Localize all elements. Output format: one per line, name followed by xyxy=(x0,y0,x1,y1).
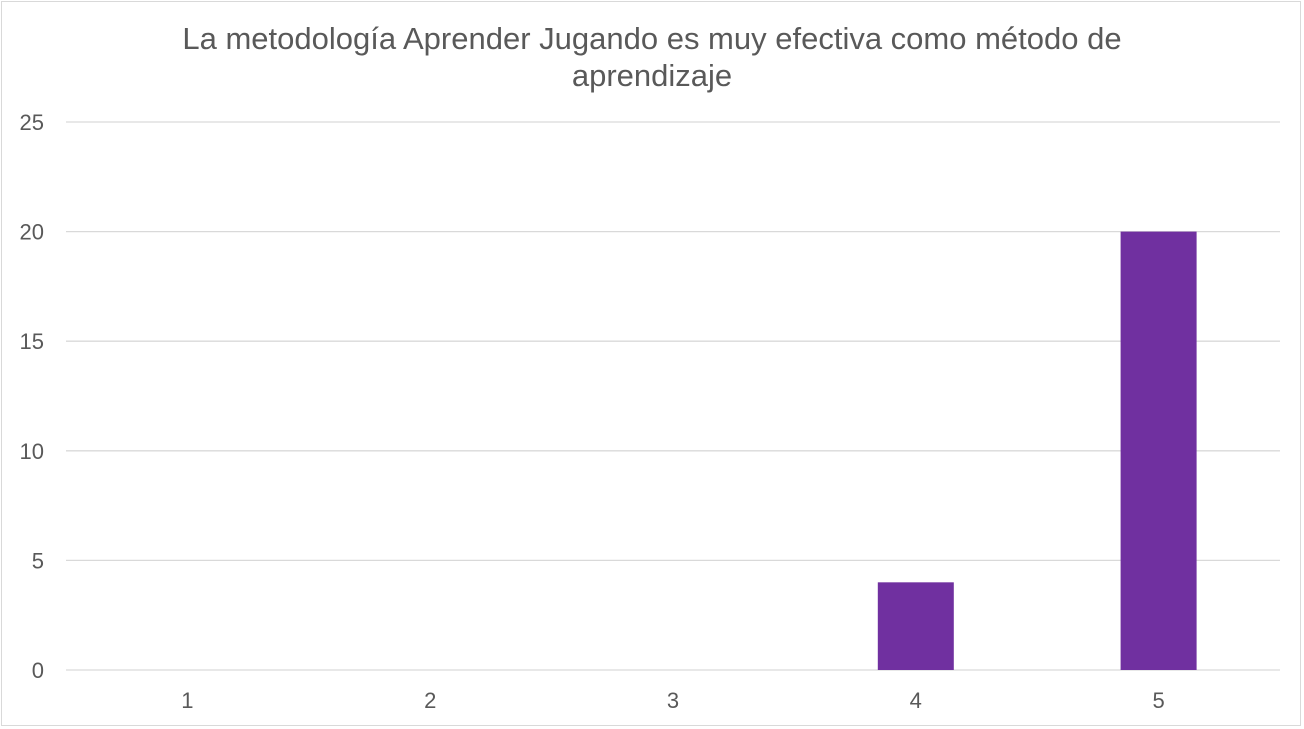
x-tick-label: 2 xyxy=(424,688,436,713)
y-tick-label: 10 xyxy=(20,439,44,464)
bar-4 xyxy=(877,582,954,670)
chart-title-line-2: aprendizaje xyxy=(571,58,733,93)
y-tick-label: 0 xyxy=(32,658,44,683)
y-tick-label: 15 xyxy=(20,329,44,354)
bar-5 xyxy=(1120,231,1197,670)
x-tick-label: 1 xyxy=(181,688,193,713)
y-tick-label: 5 xyxy=(32,548,44,573)
chart-title-line-1: La metodología Aprender Jugando es muy e… xyxy=(182,21,1122,56)
y-tick-label: 20 xyxy=(20,220,44,245)
y-tick-label: 25 xyxy=(20,110,44,135)
x-tick-label: 5 xyxy=(1152,688,1164,713)
chart-title: La metodología Aprender Jugando es muy e… xyxy=(0,20,1304,94)
x-tick-label: 4 xyxy=(910,688,922,713)
x-tick-label: 3 xyxy=(667,688,679,713)
